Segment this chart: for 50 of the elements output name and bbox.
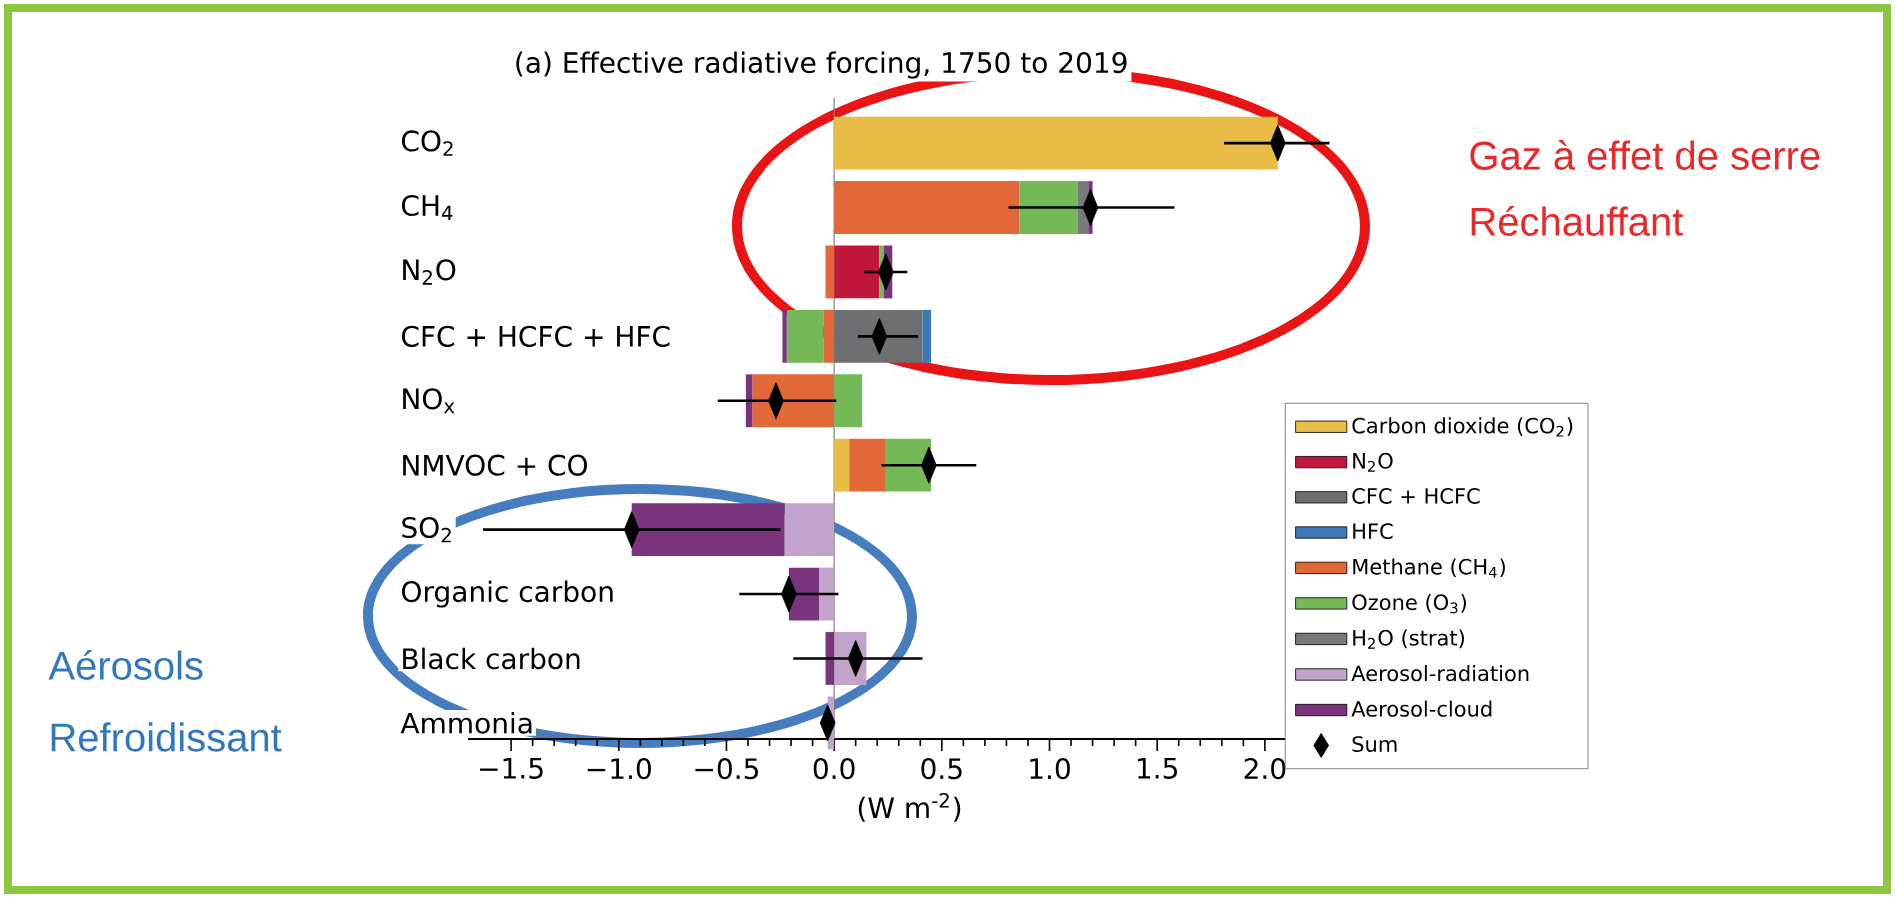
y-tick-label: Ammonia [400, 712, 532, 734]
bar [823, 309, 835, 363]
legend-label: CFC + HCFC [1352, 488, 1480, 504]
bar [834, 438, 850, 492]
text: Gaz à effet de serre [1470, 140, 1820, 170]
x-axis-title: (W m$^{-2}$) [858, 792, 961, 822]
y-tick-label: NO$_{x}$ [403, 388, 455, 414]
y-tick-label: Black carbon [403, 647, 580, 670]
y-tick-label: CO$_{2}$ [401, 130, 453, 156]
bar [825, 245, 835, 299]
bar [784, 503, 835, 557]
x-tick-label: −1.5 [480, 758, 543, 779]
legend-label: Aerosol-cloud [1351, 700, 1492, 717]
x-tick-label: 0.0 [813, 758, 855, 780]
legend-label: HFC [1353, 523, 1393, 540]
legend-label: Sum [1352, 736, 1397, 752]
text: Aérosols [48, 650, 203, 680]
chart-title: (a) Effective radiative forcing, 1750 to 2019 [516, 51, 1127, 79]
x-tick-label: 2.0 [1244, 758, 1286, 780]
bar [834, 245, 880, 299]
y-tick-label: CH$_{4}$ [401, 194, 453, 221]
legend-label: H$_{2}$O (strat) [1353, 629, 1465, 649]
legend-label: Methane (CH$_{4}$) [1353, 558, 1505, 578]
bar [631, 503, 785, 557]
bar [922, 309, 932, 363]
x-tick-label: 1.0 [1030, 758, 1070, 780]
x-tick-label: −1.0 [587, 758, 651, 780]
x-tick-label: −0.5 [695, 758, 758, 780]
bar [786, 309, 824, 363]
legend-label: N$_{2}$O [1353, 452, 1393, 472]
bar [782, 309, 787, 363]
y-tick-label: N$_{2}$O [403, 259, 456, 285]
legend-label: Ozone (O$_{3}$) [1352, 593, 1466, 614]
y-tick-label: CFC + HCFC + HFC [401, 325, 670, 347]
bar [834, 374, 863, 428]
y-tick-label: SO$_{2}$ [402, 516, 451, 543]
y-tick-label: Organic carbon [401, 580, 613, 608]
legend-label: Carbon dioxide (CO$_{2}$) [1352, 417, 1573, 437]
bar [834, 309, 923, 363]
text: Réchauffant [1471, 206, 1684, 236]
text: Refroidissant [51, 722, 282, 752]
bar [834, 116, 1278, 170]
legend-label: Aerosol-radiation [1351, 665, 1529, 682]
bar [1019, 181, 1078, 234]
x-tick-label: 1.5 [1137, 758, 1177, 779]
x-tick-label: 0.5 [921, 758, 962, 780]
bar [849, 438, 886, 492]
y-tick-label: NMVOC + CO [403, 454, 588, 476]
bar [819, 567, 835, 621]
bar [834, 181, 1020, 234]
